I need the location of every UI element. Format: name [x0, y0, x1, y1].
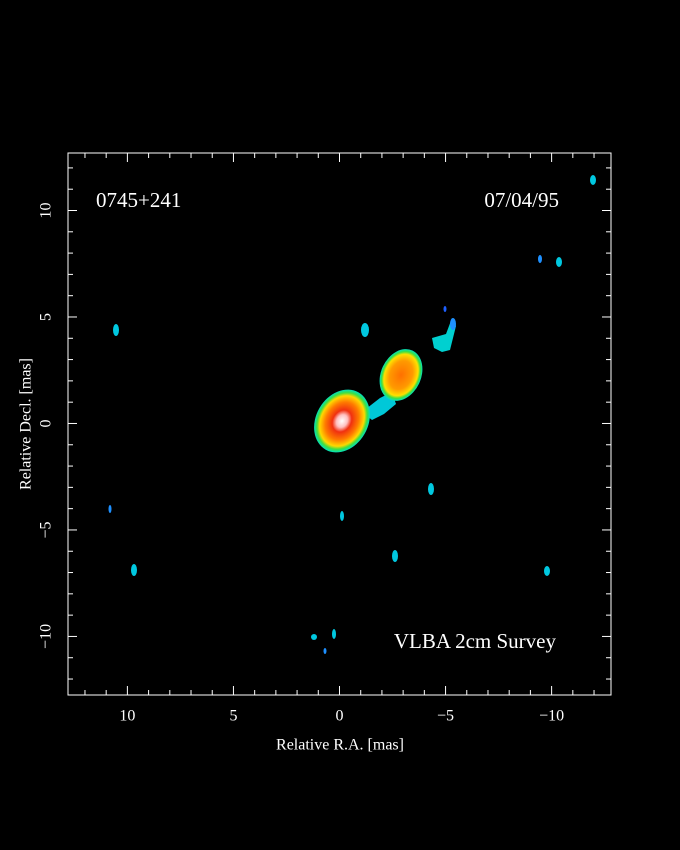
- noise: [340, 511, 344, 521]
- survey-label: VLBA 2cm Survey: [394, 629, 557, 653]
- noise: [332, 629, 336, 639]
- y-tick-label: −5: [38, 521, 55, 538]
- outer-jet-peak: [450, 318, 456, 330]
- x-tick-label: −10: [539, 708, 564, 725]
- noise: [556, 257, 562, 267]
- y-tick-label: 0: [38, 419, 55, 427]
- jet-bridge: [362, 392, 396, 420]
- noise: [392, 550, 398, 562]
- noise: [311, 634, 317, 640]
- noise: [323, 648, 327, 654]
- noise: [428, 483, 434, 495]
- noise: [538, 255, 542, 263]
- noise: [361, 323, 369, 337]
- y-tick-label: −10: [38, 624, 55, 649]
- noise: [443, 306, 447, 312]
- noise: [113, 324, 119, 336]
- emission-map: [108, 175, 596, 654]
- x-tick-label: −5: [437, 708, 454, 725]
- noise: [131, 564, 137, 576]
- x-tick-label: 0: [336, 708, 344, 725]
- x-axis-label: Relative R.A. [mas]: [276, 737, 404, 754]
- source-name: 0745+241: [96, 188, 181, 212]
- x-tick-label: 5: [229, 708, 237, 725]
- noise: [108, 505, 112, 513]
- outer-jet: [432, 318, 456, 352]
- jet-knot: [379, 349, 423, 401]
- y-axis-label: Relative Decl. [mas]: [18, 358, 35, 490]
- core: [314, 389, 370, 453]
- x-tick-label: 10: [119, 708, 135, 725]
- noise: [590, 175, 596, 185]
- epoch-date: 07/04/95: [484, 188, 559, 212]
- y-tick-label: 10: [38, 203, 55, 219]
- y-tick-label: 5: [38, 313, 55, 321]
- noise: [544, 566, 550, 576]
